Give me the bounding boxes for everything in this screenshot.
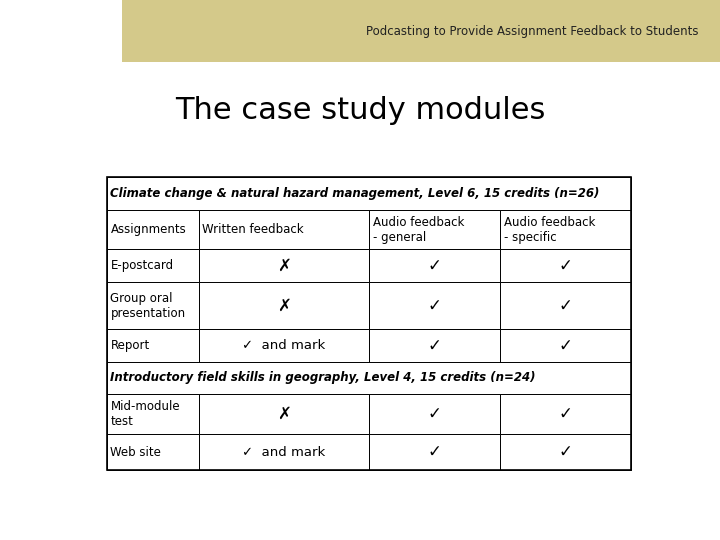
Text: Web site: Web site [110,446,161,458]
Text: The case study modules: The case study modules [175,96,545,125]
Bar [369,329,500,362]
Bar [500,394,631,434]
Bar [500,249,631,282]
Bar [15,23,107,34]
Text: University of: University of [63,16,112,25]
Text: Group oral
presentation: Group oral presentation [110,292,186,320]
Bar [369,434,500,470]
Bar [199,394,369,434]
Bar [369,394,500,434]
Text: Written feedback: Written feedback [202,223,304,236]
Bar [107,210,199,249]
Text: Introductory field skills in geography, Level 4, 15 credits (n=24): Introductory field skills in geography, … [110,372,536,384]
Bar [107,362,631,394]
Text: ✗: ✗ [276,296,291,314]
Text: ✓  and mark: ✓ and mark [242,446,325,458]
Bar [15,23,107,34]
Polygon shape [15,3,107,59]
Bar [369,249,500,282]
Text: Climate change & natural hazard management, Level 6, 15 credits (n=26): Climate change & natural hazard manageme… [110,187,599,200]
Text: Audio feedback
- specific: Audio feedback - specific [504,215,595,244]
Text: Report: Report [110,339,150,352]
Text: Assignments: Assignments [110,223,186,236]
Bar [107,394,199,434]
Bar [48,3,75,53]
Text: ✓: ✓ [428,336,441,354]
Text: ✗: ✗ [276,405,291,423]
Text: ✗: ✗ [276,256,291,275]
Bar [107,329,199,362]
Bar [107,434,199,470]
Bar [199,329,369,362]
Text: ✓: ✓ [428,296,441,314]
Text: ✓: ✓ [428,256,441,275]
Text: ✓: ✓ [559,256,572,275]
Text: ✓: ✓ [428,443,441,461]
Text: ✓: ✓ [559,296,572,314]
Text: ✓  and mark: ✓ and mark [242,339,325,352]
Bar [369,282,500,329]
Bar [500,329,631,362]
Bar [500,434,631,470]
Text: Chester: Chester [63,26,103,36]
Text: ✓: ✓ [559,405,572,423]
Text: ✓: ✓ [559,336,572,354]
Bar [75,34,107,53]
Text: E-postcard: E-postcard [110,259,174,272]
Bar [107,249,199,282]
Text: ✓: ✓ [559,443,572,461]
Bar [107,177,631,210]
Bar [369,210,500,249]
Text: Mid-module
test: Mid-module test [110,400,180,428]
Bar [107,282,199,329]
Bar [15,11,48,23]
Bar [500,282,631,329]
Text: Podcasting to Provide Assignment Feedback to Students: Podcasting to Provide Assignment Feedbac… [366,24,698,38]
Bar [199,282,369,329]
Bar [199,434,369,470]
Text: Audio feedback
- general: Audio feedback - general [373,215,464,244]
Bar [199,210,369,249]
Bar [199,249,369,282]
Bar [107,177,631,470]
Bar [48,3,75,53]
Bar [500,210,631,249]
Text: ✓: ✓ [428,405,441,423]
